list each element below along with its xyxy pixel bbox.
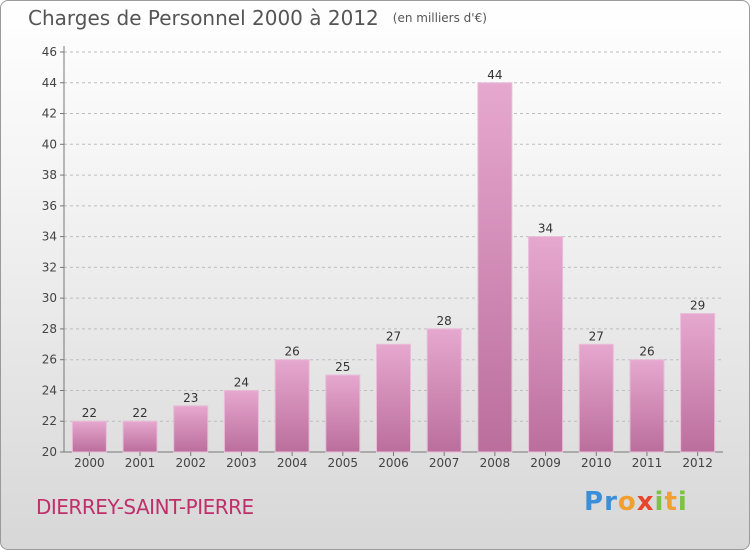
bar: [173, 405, 209, 453]
x-tick-label: 2005: [328, 456, 359, 470]
y-tick-label: 42: [42, 107, 57, 121]
x-tick-label: 2000: [74, 456, 105, 470]
bar: [325, 374, 361, 453]
y-tick-label: 28: [42, 322, 57, 336]
chart-title-text: Charges de Personnel 2000 à 2012: [28, 6, 379, 30]
bar: [376, 343, 411, 453]
x-tick-label: 2012: [682, 456, 713, 470]
bar-value-label: 44: [487, 68, 502, 82]
bar-value-label: 22: [132, 406, 147, 420]
bar-value-label: 28: [437, 314, 452, 328]
x-tick-label: 2007: [429, 456, 460, 470]
bar: [528, 236, 564, 453]
commune-name: DIERREY-SAINT-PIERRE: [36, 495, 254, 519]
y-tick-label: 22: [42, 414, 57, 428]
chart-unit: (en milliers d'€): [392, 11, 487, 25]
bar: [477, 82, 513, 453]
bar: [578, 343, 614, 453]
x-tick-label: 2008: [480, 456, 511, 470]
y-tick-label: 44: [42, 76, 57, 90]
logo-letter: o: [617, 487, 637, 517]
x-tick-label: 2003: [226, 456, 257, 470]
bar-value-label: 34: [538, 222, 553, 236]
bar: [426, 328, 462, 453]
x-tick-label: 2009: [530, 456, 561, 470]
y-tick-label: 40: [42, 137, 57, 151]
bar-value-label: 29: [690, 299, 705, 313]
bar-value-label: 22: [82, 406, 97, 420]
x-tick-label: 2010: [581, 456, 612, 470]
y-tick-label: 46: [42, 45, 57, 59]
bar-value-label: 25: [335, 360, 350, 374]
chart-title: Charges de Personnel 2000 à 2012 (en mill…: [28, 6, 487, 30]
bar-value-label: 27: [386, 329, 401, 343]
proxiti-logo: Proxiti: [584, 487, 688, 517]
logo-letter: i: [677, 487, 688, 517]
x-tick-label: 2002: [175, 456, 206, 470]
y-tick-label: 34: [42, 230, 57, 244]
bar: [122, 420, 158, 453]
logo-letter: t: [664, 487, 678, 517]
logo-letter: P: [584, 487, 605, 517]
bar-value-label: 26: [284, 345, 299, 359]
y-tick-label: 32: [42, 260, 57, 274]
bar: [71, 420, 107, 453]
bar-value-label: 24: [234, 375, 249, 389]
y-tick-label: 24: [42, 383, 57, 397]
y-tick-label: 20: [42, 445, 57, 459]
logo-letter: i: [654, 487, 665, 517]
y-tick-label: 26: [42, 353, 57, 367]
bar-value-label: 26: [639, 345, 654, 359]
y-tick-label: 30: [42, 291, 57, 305]
bar: [629, 359, 665, 453]
bar-value-label: 23: [183, 391, 198, 405]
bar: [680, 313, 716, 453]
logo-letter: r: [604, 487, 618, 517]
y-tick-label: 38: [42, 168, 57, 182]
bar: [223, 389, 259, 453]
x-tick-label: 2006: [378, 456, 409, 470]
x-tick-label: 2001: [125, 456, 156, 470]
x-tick-label: 2004: [277, 456, 308, 470]
logo-letter: x: [636, 487, 655, 517]
bar-value-label: 27: [589, 329, 604, 343]
x-tick-label: 2011: [632, 456, 663, 470]
y-tick-label: 36: [42, 199, 57, 213]
bar: [274, 359, 310, 453]
